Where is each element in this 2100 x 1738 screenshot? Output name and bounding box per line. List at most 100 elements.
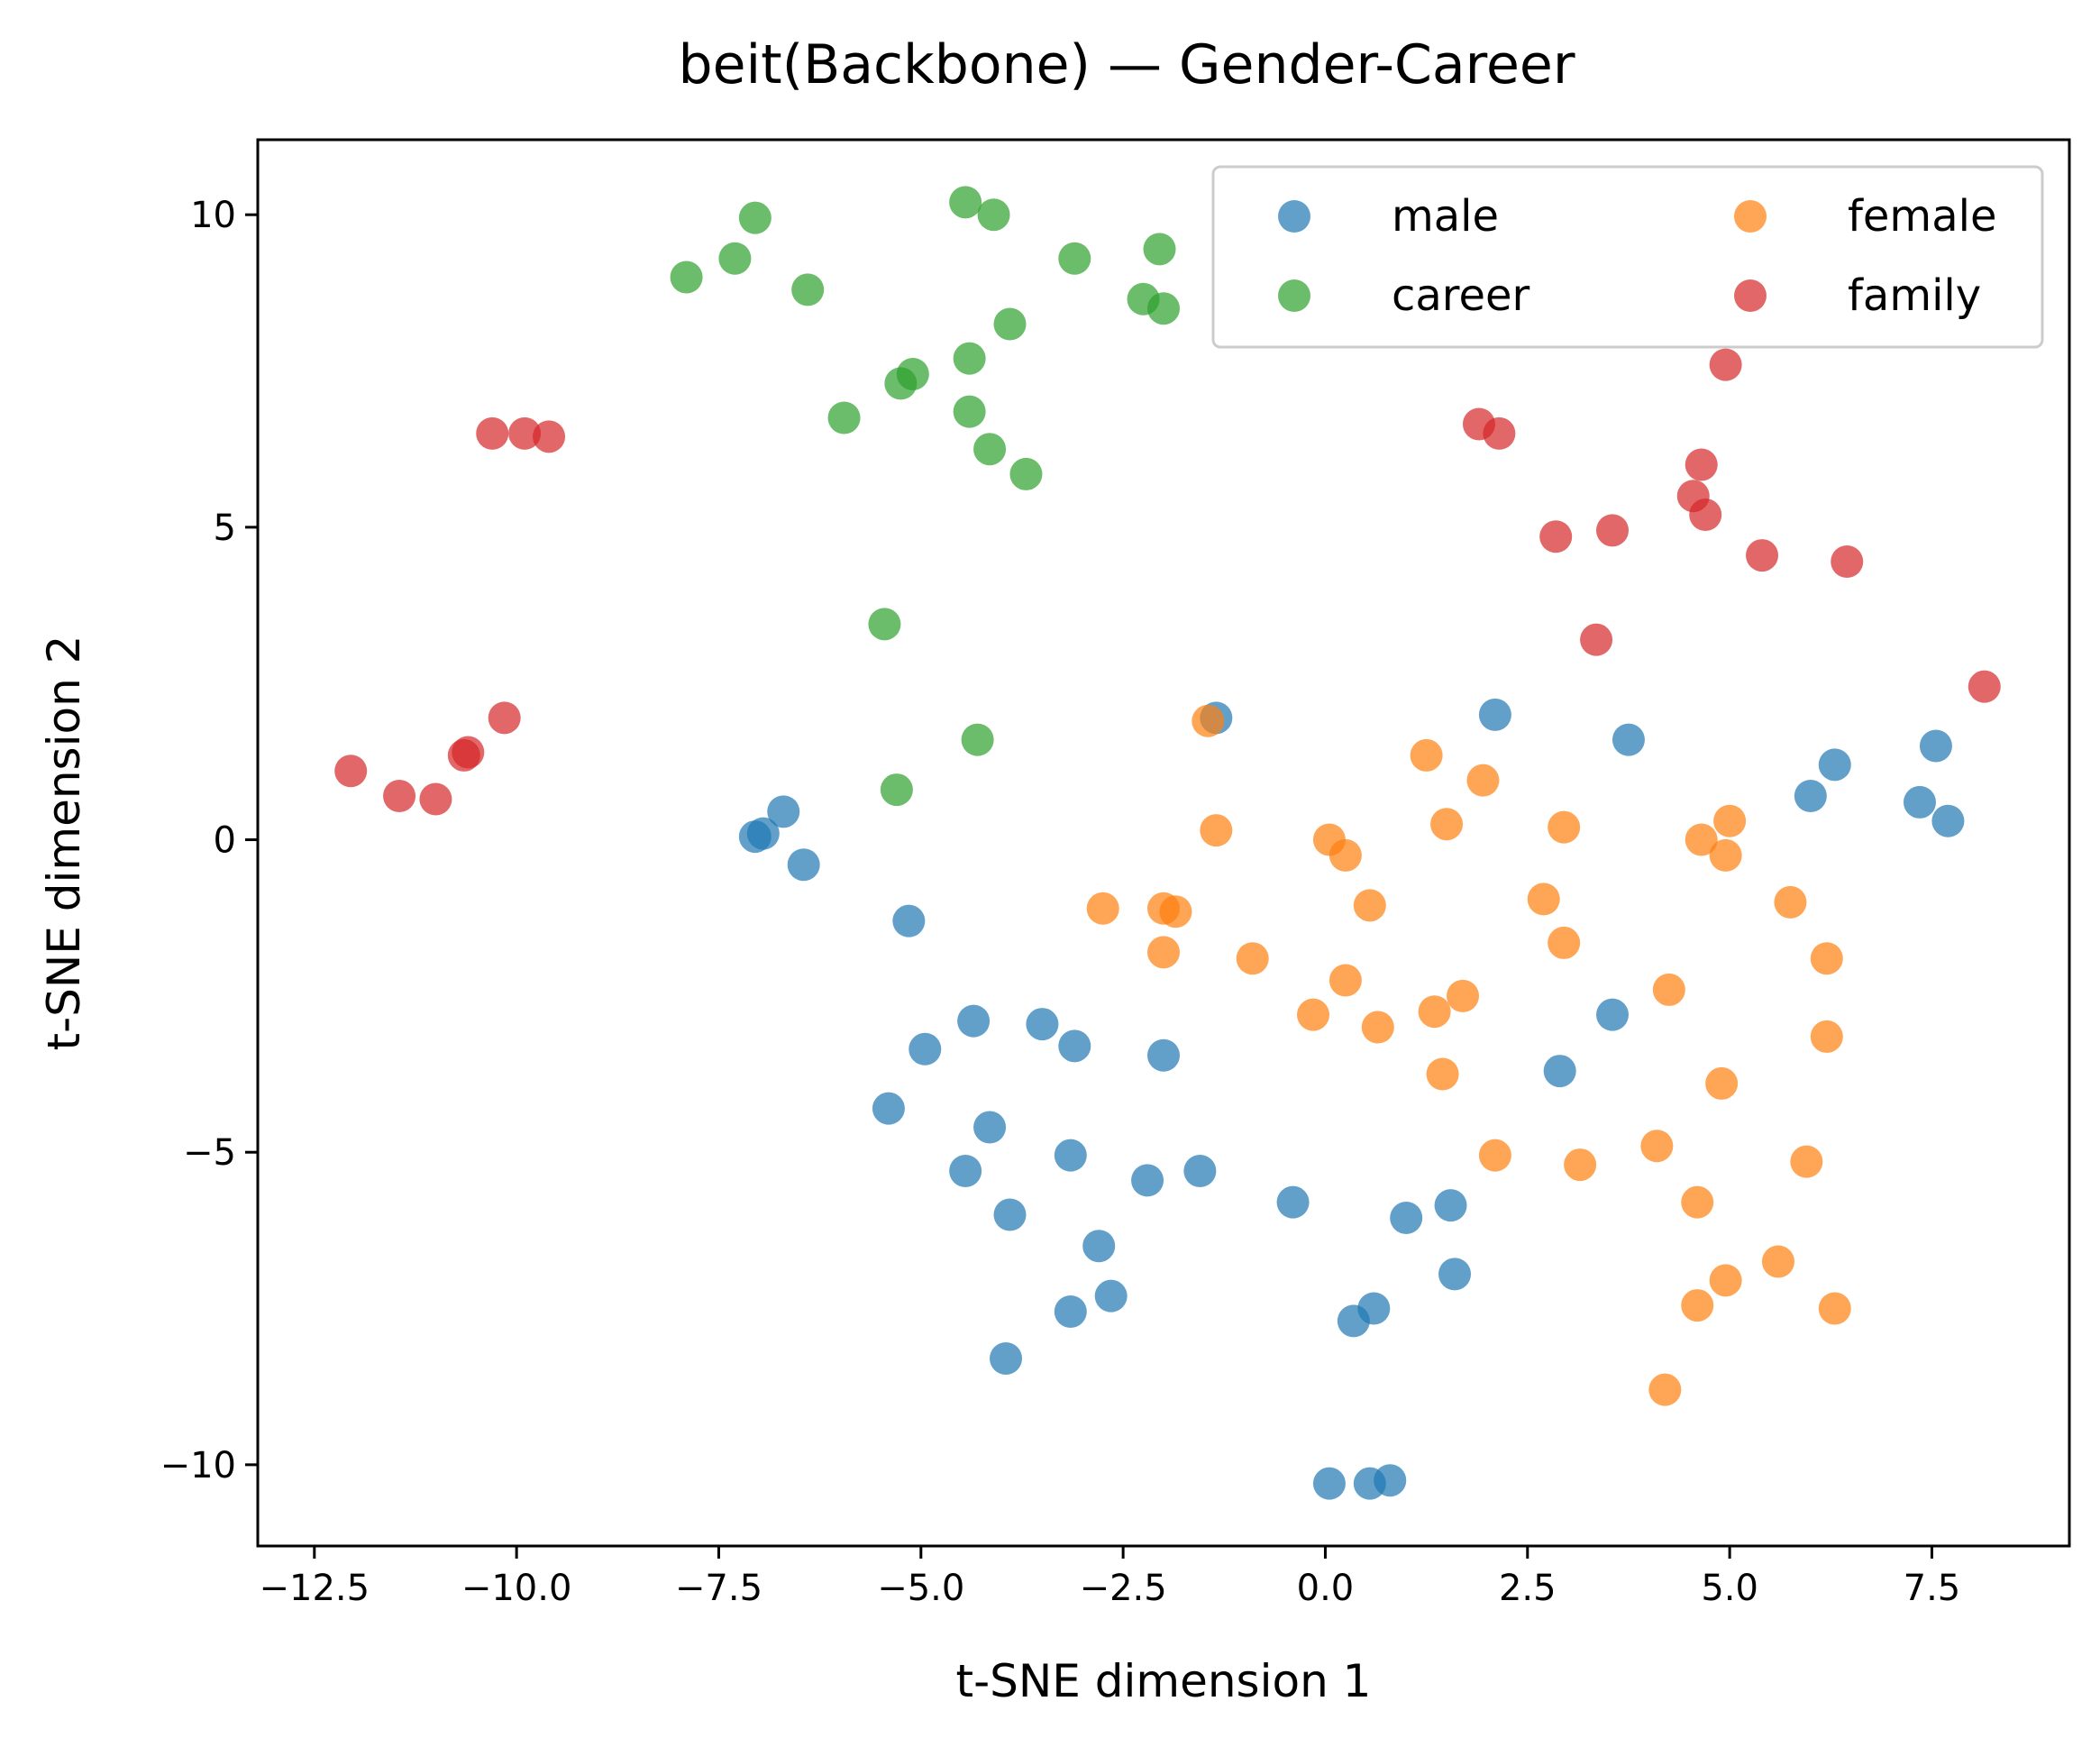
point-male-7 — [1931, 804, 1965, 837]
legend-marker — [1278, 200, 1310, 233]
point-male-11 — [787, 848, 820, 882]
x-tick-label: 0.0 — [1297, 1568, 1355, 1609]
x-tick-label: 7.5 — [1904, 1568, 1961, 1609]
legend-item-male: male — [1278, 191, 1499, 242]
point-career-2 — [977, 198, 1010, 232]
legend: male female career family — [1211, 165, 2044, 349]
y-tick-label: 0 — [214, 820, 236, 862]
legend-item-family: family — [1734, 270, 1981, 321]
point-family-13 — [1580, 623, 1613, 656]
y-tick-label: −10 — [160, 1445, 236, 1486]
point-male-8 — [767, 795, 800, 828]
point-family-18 — [334, 755, 368, 788]
point-family-2 — [1483, 416, 1516, 450]
point-career-13 — [896, 358, 929, 390]
legend-item-career: career — [1278, 270, 1530, 321]
y-tick-label: 10 — [190, 195, 236, 236]
point-female-30 — [1478, 1139, 1511, 1172]
point-family-20 — [419, 782, 452, 816]
point-career-17 — [1009, 457, 1043, 490]
point-male-23 — [949, 1155, 982, 1187]
point-career-7 — [1143, 233, 1176, 266]
point-female-14 — [1353, 889, 1386, 922]
point-family-10 — [1596, 514, 1630, 547]
point-female-0 — [1192, 704, 1225, 737]
x-tick-label: −7.5 — [675, 1568, 762, 1609]
point-female-24 — [1297, 998, 1330, 1031]
legend-box — [1211, 165, 2044, 349]
point-female-18 — [1147, 936, 1180, 969]
point-male-29 — [993, 1198, 1027, 1231]
point-career-4 — [670, 261, 703, 294]
point-family-11 — [1746, 539, 1779, 572]
point-female-7 — [1685, 823, 1718, 856]
point-family-8 — [1689, 499, 1722, 531]
point-male-14 — [1026, 1008, 1059, 1041]
point-male-28 — [1390, 1202, 1423, 1234]
point-female-5 — [1548, 810, 1581, 844]
point-female-16 — [1774, 885, 1807, 919]
point-female-13 — [1159, 895, 1192, 928]
axis-ticks: −12.5 −10.0 −7.5 −5.0 −2.5 0.0 2.5 5.0 7.5 −10 −5 0… — [160, 195, 1961, 1609]
point-female-4 — [1430, 808, 1464, 841]
series-family — [334, 348, 2001, 816]
legend-label: family — [1848, 270, 1981, 321]
x-tick-label: −10.0 — [461, 1568, 572, 1609]
point-female-35 — [1761, 1245, 1794, 1278]
legend-label: career — [1392, 270, 1530, 321]
point-male-27 — [1434, 1189, 1467, 1222]
point-male-16 — [908, 1032, 942, 1066]
point-female-1 — [1410, 738, 1443, 772]
point-male-39 — [1374, 1464, 1407, 1497]
point-male-4 — [1818, 748, 1851, 782]
series-career — [670, 186, 1180, 807]
point-female-34 — [1681, 1185, 1714, 1219]
legend-item-female: female — [1734, 191, 1996, 242]
point-female-26 — [1361, 1011, 1394, 1044]
point-family-19 — [383, 780, 416, 812]
point-female-15 — [1527, 883, 1560, 916]
y-tick-label: −5 — [183, 1132, 236, 1174]
point-career-20 — [880, 773, 913, 807]
y-tick-label: 5 — [214, 508, 236, 549]
point-female-27 — [1810, 1020, 1843, 1053]
point-career-18 — [868, 608, 901, 641]
point-career-3 — [718, 242, 752, 275]
point-male-36 — [990, 1342, 1023, 1375]
point-career-16 — [973, 433, 1007, 466]
point-female-28 — [1426, 1057, 1459, 1091]
point-male-19 — [1543, 1055, 1576, 1088]
point-male-21 — [973, 1111, 1007, 1144]
point-career-19 — [961, 723, 994, 756]
point-career-5 — [791, 273, 825, 306]
point-male-18 — [1596, 998, 1630, 1031]
point-male-1 — [1478, 698, 1511, 731]
point-family-12 — [1831, 545, 1864, 578]
point-career-14 — [827, 401, 861, 434]
point-family-15 — [488, 701, 521, 735]
point-male-13 — [957, 1004, 991, 1038]
point-male-30 — [1082, 1230, 1116, 1263]
point-family-14 — [1968, 670, 2001, 703]
point-female-11 — [1086, 892, 1119, 925]
x-tick-label: −12.5 — [260, 1568, 370, 1609]
point-male-22 — [1054, 1139, 1087, 1172]
point-career-9 — [1147, 292, 1180, 325]
point-female-17 — [1548, 926, 1581, 959]
point-female-9 — [1328, 838, 1362, 872]
chart-title: beit(Backbone) — Gender-Career — [679, 33, 1575, 96]
point-female-10 — [1709, 838, 1742, 872]
point-male-2 — [1612, 723, 1645, 756]
point-female-23 — [1652, 973, 1685, 1006]
axes-frame — [256, 138, 2071, 1548]
point-family-0 — [1709, 348, 1742, 381]
point-family-9 — [1539, 520, 1573, 553]
point-male-6 — [1903, 785, 1936, 819]
point-career-6 — [1058, 242, 1091, 275]
point-male-24 — [1131, 1164, 1164, 1197]
x-tick-label: −2.5 — [1080, 1568, 1167, 1609]
point-career-15 — [953, 395, 986, 428]
point-career-1 — [949, 186, 982, 219]
point-career-0 — [738, 201, 772, 234]
